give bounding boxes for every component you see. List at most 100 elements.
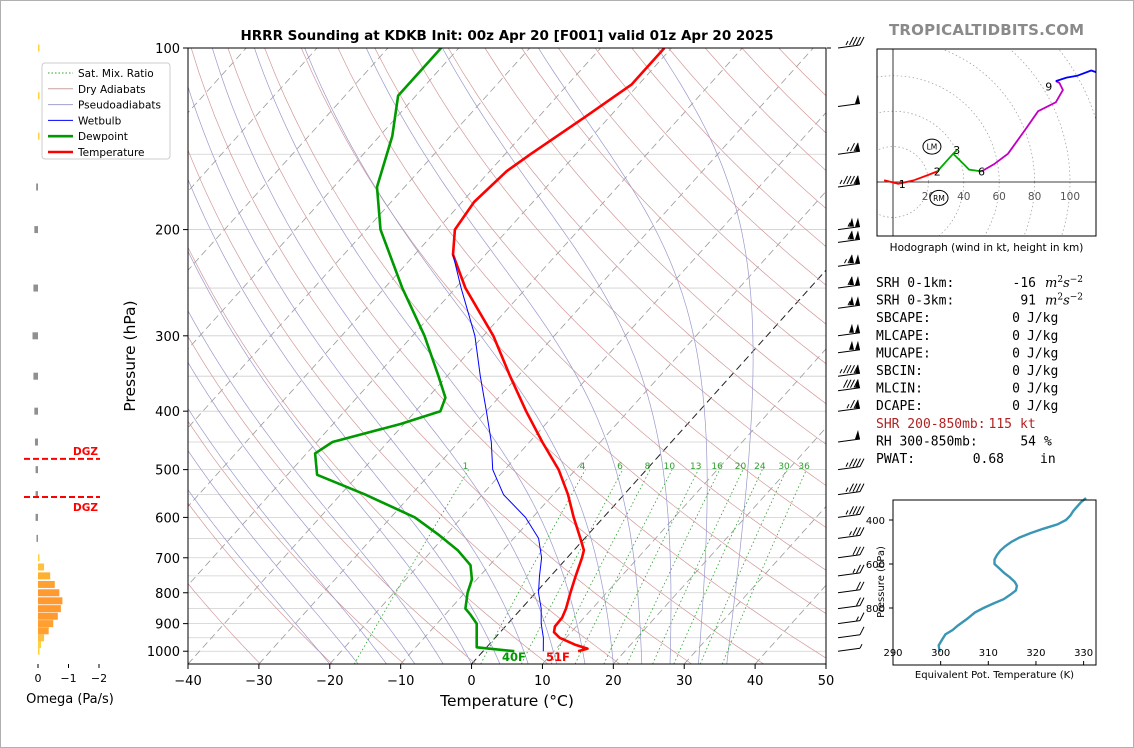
dry-adiabat bbox=[188, 420, 405, 664]
isotherm-line bbox=[188, 48, 743, 664]
x-tick-label: −10 bbox=[387, 674, 414, 689]
mixing-ratio-line bbox=[574, 469, 673, 664]
omega-bar bbox=[35, 491, 38, 499]
unit-part: m bbox=[1045, 294, 1057, 309]
barb-full bbox=[850, 142, 855, 152]
theta-e-line bbox=[937, 497, 1087, 653]
barb-full bbox=[859, 506, 865, 515]
barb-half bbox=[845, 40, 849, 46]
wind-barb bbox=[837, 276, 861, 289]
pseudoadiabat bbox=[188, 250, 472, 664]
legend-label: Temperature bbox=[77, 147, 145, 159]
isotherm-line bbox=[542, 348, 826, 664]
barb-full bbox=[859, 597, 865, 606]
barb-full bbox=[856, 581, 861, 591]
index-row: SHR 200-850mb: 115 kt bbox=[876, 417, 1036, 432]
index-label: MLCAPE: bbox=[876, 329, 931, 344]
wind-barb bbox=[837, 230, 861, 243]
index-row: SRH 0-3km: 91 m2s−2 bbox=[876, 293, 1083, 309]
isotherm-line bbox=[613, 427, 826, 664]
mixing-ratio-label: 10 bbox=[664, 462, 676, 472]
index-unit: J/kg bbox=[1027, 311, 1058, 326]
index-label: SBCAPE: bbox=[876, 311, 931, 326]
mixing-ratio-label: 16 bbox=[711, 462, 723, 472]
barb-full bbox=[843, 175, 848, 185]
index-unit: m2s−2 bbox=[1045, 275, 1083, 291]
mixing-ratio-lines: 1 4 6 8 10 13 16 20 24 30 36 bbox=[463, 462, 810, 472]
barb-full bbox=[853, 364, 859, 374]
barb-flag bbox=[855, 399, 860, 409]
barb-half bbox=[847, 300, 851, 306]
surface-temperature-label: 51F bbox=[546, 650, 570, 664]
mixing-ratio-line bbox=[550, 469, 651, 664]
hodo-segment bbox=[1055, 69, 1096, 82]
wind-barb bbox=[837, 94, 861, 107]
isotherm-line bbox=[329, 112, 826, 664]
barb-flag bbox=[855, 323, 860, 333]
barb-full bbox=[859, 626, 865, 636]
y-axis-label: Pressure (hPa) bbox=[121, 300, 139, 411]
index-row: RH 300-850mb: 54% bbox=[876, 434, 1052, 449]
barb-full bbox=[852, 483, 858, 492]
theta-e-y-tick-label: 400 bbox=[866, 516, 885, 527]
pseudoadiabat bbox=[188, 449, 359, 664]
wind-barb bbox=[837, 612, 865, 625]
hodo-segment bbox=[936, 149, 982, 173]
barb-flag bbox=[855, 340, 860, 350]
unit-part: m bbox=[1045, 276, 1057, 291]
temperature-line bbox=[451, 48, 666, 653]
pseudoadiabat bbox=[304, 48, 614, 664]
index-label: SRH 0-3km: bbox=[876, 294, 954, 309]
index-row: PWAT: 0.68 in bbox=[876, 452, 1056, 467]
hodo-height-label: 1 bbox=[899, 178, 906, 191]
omega-bar bbox=[32, 332, 38, 340]
barb-full bbox=[843, 379, 848, 388]
barb-flag bbox=[849, 276, 854, 285]
mixing-ratio-line bbox=[721, 469, 807, 664]
wind-barbs bbox=[827, 36, 865, 652]
theta-e-y-tick-label: 800 bbox=[866, 604, 885, 615]
omega-bar bbox=[34, 407, 38, 415]
isotherm-line bbox=[754, 584, 826, 664]
wind-barb bbox=[837, 626, 865, 639]
barb-half bbox=[846, 146, 850, 152]
index-value: 0 bbox=[1012, 346, 1020, 361]
omega-tick-label: −1 bbox=[60, 672, 76, 685]
unit-part: −2 bbox=[1070, 275, 1083, 285]
omega-bar bbox=[38, 44, 40, 52]
barb-full bbox=[856, 483, 861, 492]
barb-staff bbox=[837, 534, 861, 539]
y-tick-label: 100 bbox=[155, 42, 180, 57]
barb-full bbox=[850, 379, 855, 388]
wind-barb bbox=[837, 323, 861, 337]
theta-e-panel: 290 300 310 320 330 400 600 800 Equivalent Pot. … bbox=[866, 497, 1097, 681]
dry-adiabat bbox=[411, 48, 826, 486]
index-row: MLCAPE: 0 J/kg bbox=[876, 329, 1058, 344]
omega-bar bbox=[33, 372, 38, 380]
index-row: MUCAPE: 0 J/kg bbox=[876, 346, 1058, 361]
pseudoadiabat bbox=[254, 48, 586, 664]
barb-staff bbox=[837, 44, 861, 49]
legend-label: Pseudoadiabats bbox=[78, 100, 161, 112]
barb-flag bbox=[855, 378, 860, 388]
index-value: 0 bbox=[1012, 364, 1020, 379]
omega-bar bbox=[38, 580, 55, 588]
barb-staff bbox=[837, 183, 861, 188]
omega-bar bbox=[33, 284, 38, 292]
barb-staff bbox=[837, 554, 861, 559]
barb-full bbox=[856, 564, 861, 574]
omega-bar bbox=[35, 513, 38, 521]
index-unit: kt bbox=[1020, 417, 1036, 432]
skewt-grid bbox=[188, 48, 826, 664]
wind-barb bbox=[837, 175, 861, 188]
storm-motion-marker bbox=[929, 189, 949, 206]
barb-half bbox=[845, 462, 849, 467]
wind-barb bbox=[837, 527, 865, 539]
barb-flag bbox=[849, 217, 854, 227]
omega-panel: DGZ DGZ 0 −1 −2 Omega (Pa/s) bbox=[24, 44, 114, 707]
wind-barb bbox=[837, 340, 861, 354]
barb-full bbox=[847, 231, 853, 240]
barb-half bbox=[839, 179, 843, 185]
barb-half bbox=[852, 568, 856, 574]
